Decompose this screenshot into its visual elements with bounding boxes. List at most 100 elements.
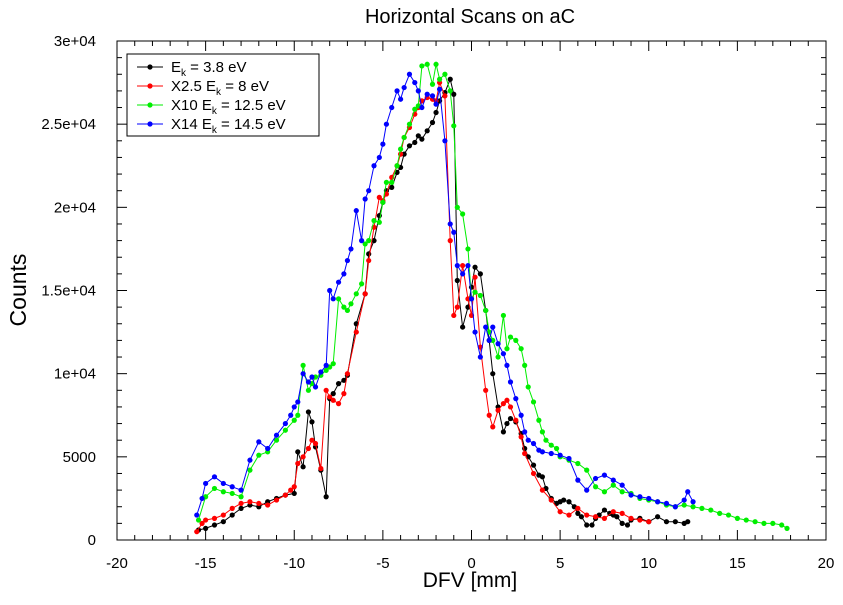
data-point [265,502,271,508]
data-point [472,329,478,335]
data-point [371,218,377,224]
data-point [309,374,315,380]
data-point [366,257,372,264]
data-point [575,505,581,511]
data-point [454,204,460,210]
data-point [273,437,280,443]
data-point [504,420,510,427]
data-point [366,188,372,194]
data-point [490,424,496,430]
data-point [412,139,418,146]
data-point [295,449,301,455]
data-point [433,109,439,116]
data-point [610,477,616,483]
data-point [371,163,377,169]
data-point [282,492,288,498]
data-point [344,371,351,377]
data-point [353,329,359,335]
data-point [637,494,643,500]
data-point [341,377,347,383]
data-point [330,296,336,302]
legend-label-subscript: k [216,87,222,98]
data-point [442,138,448,144]
legend-label-main: X14 E [171,116,212,133]
data-point [752,519,758,525]
data-point [592,514,599,520]
y-tick-label: 2.5e+04 [41,116,96,133]
data-point [256,439,262,445]
data-point [229,490,235,497]
data-point [575,477,581,483]
data-point [690,504,696,510]
data-point [575,510,581,516]
data-point [415,133,421,139]
y-tick-label: 3e+04 [54,33,96,50]
data-point [220,512,226,518]
data-point [412,79,418,86]
legend-marker [147,64,153,70]
data-point [380,199,386,205]
data-point [335,401,342,407]
legend-label: X2.5 Ek = 8 eV [171,78,269,98]
data-point [770,520,776,526]
data-point [341,391,347,397]
data-point [465,262,471,269]
data-point [238,505,244,511]
data-point [575,460,581,467]
legend-label-rest: = 14.5 eV [217,116,286,133]
data-point [436,76,443,82]
data-point [300,362,306,368]
data-point [305,379,312,385]
data-point [495,407,501,413]
data-point [348,246,354,252]
data-point [601,489,608,495]
legend-label-main: X2.5 E [171,78,216,95]
data-point [359,238,365,244]
data-point [330,397,336,403]
data-point [518,434,524,440]
data-point [584,487,590,493]
data-point [637,517,643,523]
legend-label-rest: = 8 eV [221,78,269,95]
data-point [619,482,625,488]
data-point [256,452,262,458]
data-point [256,500,262,507]
data-point [429,93,436,99]
legend-label-subscript: k [212,125,218,136]
data-point [584,467,590,473]
data-point [601,472,608,478]
data-point [500,429,507,435]
data-point [525,437,531,443]
data-point [394,163,400,169]
data-point [483,324,489,330]
data-point [460,271,466,277]
legend-label: X10 Ek = 12.5 eV [171,97,286,117]
x-tick-label: 20 [818,555,835,572]
data-point [610,482,616,488]
data-point [211,522,218,528]
data-point [199,495,205,502]
data-point [472,274,478,280]
data-point [543,437,549,443]
data-point [447,76,453,82]
data-point [468,296,475,302]
data-point [530,462,537,468]
data-point [353,291,359,297]
data-point [672,519,678,525]
chart-title: Horizontal Scans on aC [365,6,575,28]
data-point [539,474,546,480]
data-point [220,519,226,525]
data-point [203,525,209,531]
y-axis-label: Counts [5,254,31,327]
data-point [486,337,492,343]
data-point [472,289,478,295]
data-point [628,515,634,521]
data-point [424,91,430,97]
data-point [522,362,528,368]
data-point [383,121,390,127]
data-point [477,354,483,360]
data-point [518,412,524,418]
data-point [477,271,483,277]
data-point [566,512,572,518]
data-point [601,507,608,513]
